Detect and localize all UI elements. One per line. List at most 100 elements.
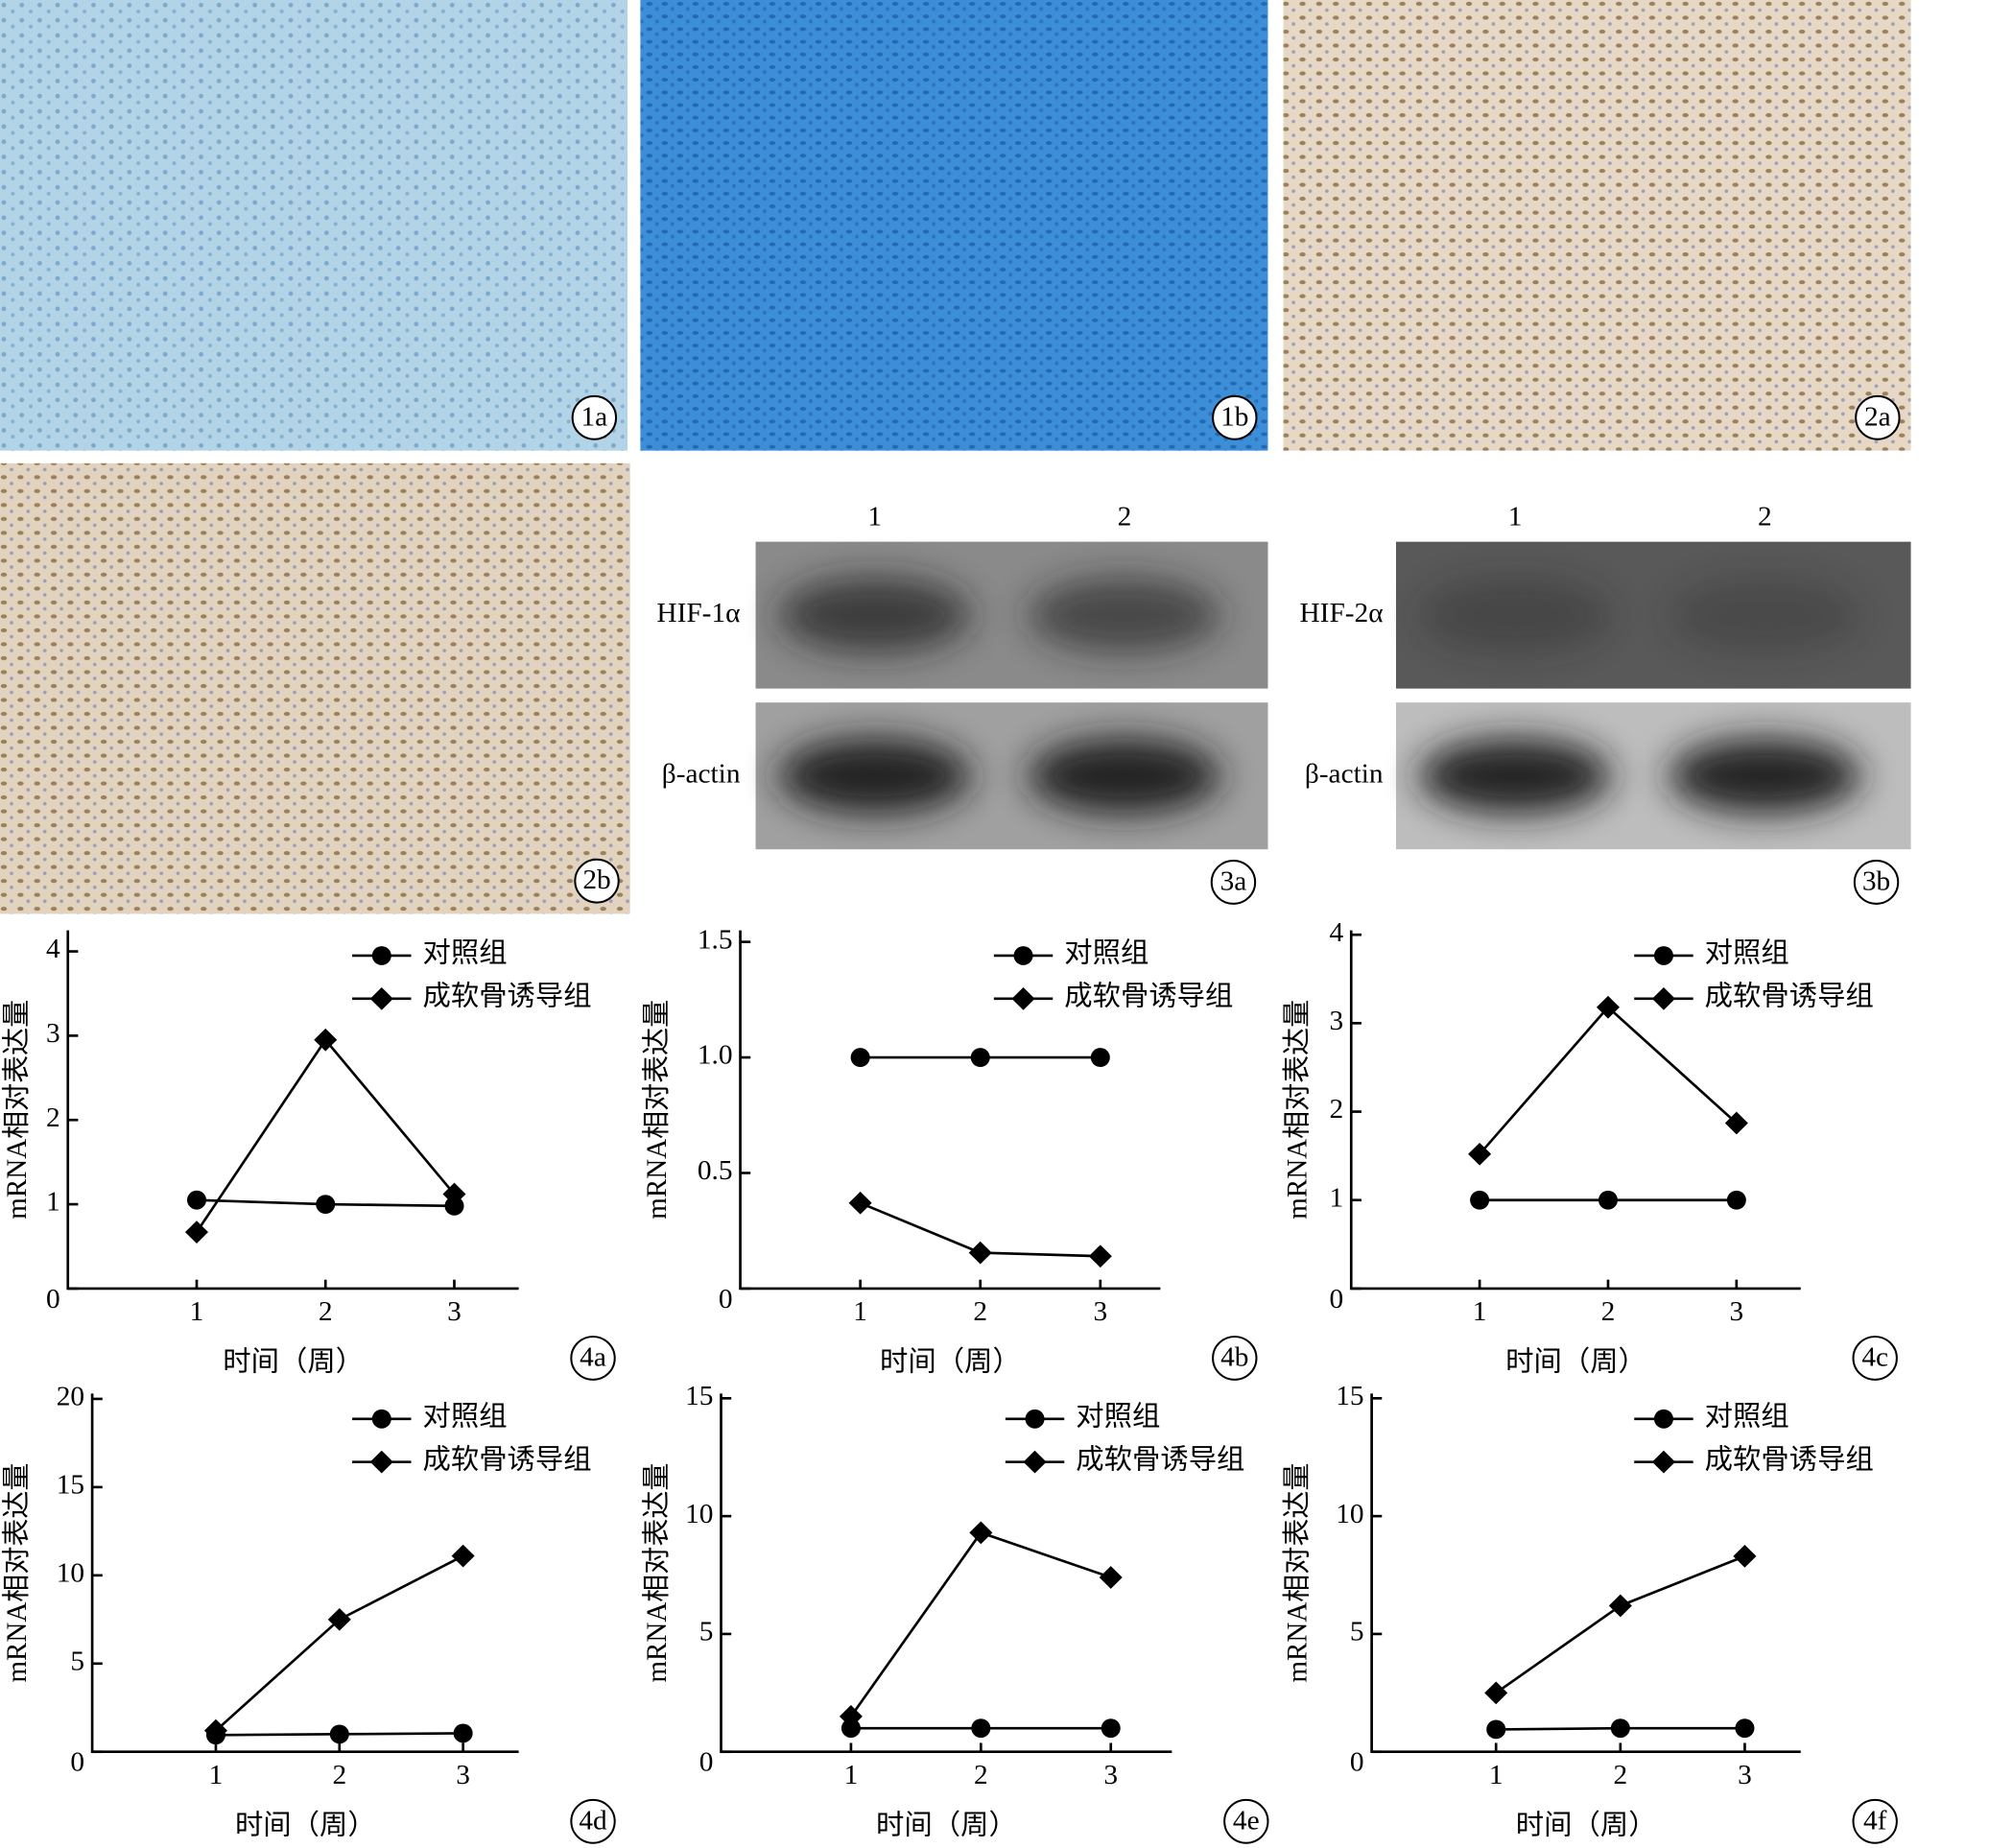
series-line	[849, 1530, 1112, 1718]
x-tick-label: 3	[1730, 1296, 1744, 1327]
marker	[1653, 946, 1673, 965]
marker	[850, 1048, 870, 1067]
x-axis-label: 时间（周）	[876, 1810, 1017, 1841]
legend-label: 成软骨诱导组	[422, 1443, 591, 1475]
marker	[371, 1409, 391, 1429]
marker	[1023, 1450, 1047, 1474]
panel-label-circle	[1855, 394, 1901, 440]
panel-label-circle	[1223, 1798, 1269, 1844]
legend-label: 对照组	[1705, 1401, 1789, 1433]
marker	[970, 1048, 990, 1067]
y-tick-label: 0	[719, 1284, 733, 1315]
y-tick-label: 2	[46, 1102, 60, 1133]
marker	[1726, 1190, 1746, 1210]
panel-label-circle	[1212, 394, 1258, 440]
series-line	[1495, 1554, 1745, 1694]
marker	[369, 986, 393, 1010]
panel-label: 4f	[1863, 1805, 1887, 1836]
marker	[841, 1718, 861, 1739]
y-tick-label: 1	[1330, 1183, 1344, 1214]
marker	[1101, 1718, 1121, 1739]
blot-band	[1028, 577, 1221, 653]
marker	[839, 1705, 863, 1728]
marker	[327, 1607, 351, 1631]
x-axis-label: 时间（周）	[1505, 1346, 1646, 1378]
lane-label: 2	[1758, 502, 1772, 533]
y-tick-label: 15	[57, 1470, 84, 1501]
x-tick-label: 1	[209, 1760, 224, 1790]
marker	[1598, 1190, 1618, 1210]
x-tick-label: 2	[332, 1760, 346, 1790]
y-tick-label: 1	[46, 1187, 60, 1218]
micrograph-texture	[0, 462, 630, 914]
marker	[186, 1190, 207, 1210]
panel-label: 3b	[1862, 866, 1890, 897]
y-tick-label: 20	[57, 1382, 84, 1412]
x-tick-label: 1	[1489, 1760, 1504, 1790]
marker	[1610, 1718, 1630, 1739]
x-axis-label: 时间（周）	[880, 1346, 1021, 1378]
marker	[1651, 986, 1675, 1010]
panel-label-circle	[1210, 860, 1257, 905]
series-line	[1479, 1005, 1738, 1155]
marker	[184, 1220, 209, 1244]
legend-label: 对照组	[422, 1401, 507, 1433]
x-tick-label: 1	[853, 1296, 867, 1327]
lane-label: 2	[1118, 502, 1132, 533]
x-tick-label: 3	[456, 1760, 470, 1790]
panel-label-circle	[571, 394, 618, 440]
x-axis-label: 时间（周）	[1516, 1810, 1657, 1841]
panel-label: 3a	[1220, 866, 1247, 897]
marker	[1013, 946, 1033, 965]
y-tick-label: 10	[685, 1499, 713, 1529]
panel-label: 1b	[1220, 401, 1248, 432]
panel-label: 4e	[1233, 1805, 1260, 1836]
y-tick-label: 10	[57, 1558, 84, 1589]
y-tick-label: 0.5	[698, 1155, 733, 1186]
marker	[1468, 1142, 1492, 1166]
blot-band	[1418, 577, 1612, 653]
legend-label: 成软骨诱导组	[1705, 981, 1874, 1012]
x-tick-label: 2	[973, 1296, 987, 1327]
y-axis-label: mRNA相对表达量	[641, 1000, 673, 1220]
marker	[1099, 1566, 1123, 1589]
x-axis-label: 时间（周）	[235, 1810, 376, 1841]
blot-band	[1669, 577, 1861, 653]
marker	[369, 1450, 393, 1474]
row-label: β-actin	[1305, 758, 1384, 789]
row-label: β-actin	[662, 758, 741, 789]
y-tick-label: 4	[1330, 917, 1344, 948]
marker	[1653, 1409, 1673, 1429]
row-label: HIF-2α	[1299, 598, 1383, 628]
x-tick-label: 2	[974, 1760, 988, 1790]
marker	[971, 1718, 991, 1739]
x-tick-label: 1	[190, 1296, 204, 1327]
lane-label: 1	[867, 502, 882, 533]
marker	[203, 1718, 227, 1742]
panel-label-circle	[570, 1798, 616, 1844]
micrograph-texture	[1283, 0, 1911, 451]
panel-label: 4b	[1220, 1342, 1248, 1373]
panel-label-circle	[1852, 1798, 1898, 1844]
panel-label-circle	[1852, 1336, 1898, 1381]
panel-label: 4c	[1861, 1342, 1888, 1373]
y-tick-label: 0	[699, 1747, 714, 1778]
y-tick-label: 5	[699, 1617, 714, 1647]
x-tick-label: 2	[1613, 1760, 1627, 1790]
marker	[314, 1028, 338, 1052]
blot-band	[1418, 738, 1612, 815]
y-axis-label: mRNA相对表达量	[1281, 1000, 1313, 1220]
marker	[1486, 1719, 1506, 1740]
legend-label: 成软骨诱导组	[1076, 1443, 1244, 1475]
legend-label: 对照组	[422, 937, 507, 969]
x-tick-label: 1	[844, 1760, 859, 1790]
marker	[1735, 1718, 1755, 1739]
micrograph-texture	[0, 0, 628, 451]
marker	[848, 1191, 872, 1215]
y-tick-label: 0	[1330, 1284, 1344, 1315]
x-tick-label: 3	[1103, 1760, 1118, 1790]
blot-band	[1028, 738, 1221, 815]
panel-label-circle	[1212, 1336, 1258, 1381]
x-tick-label: 3	[447, 1296, 462, 1327]
marker	[444, 1196, 464, 1216]
